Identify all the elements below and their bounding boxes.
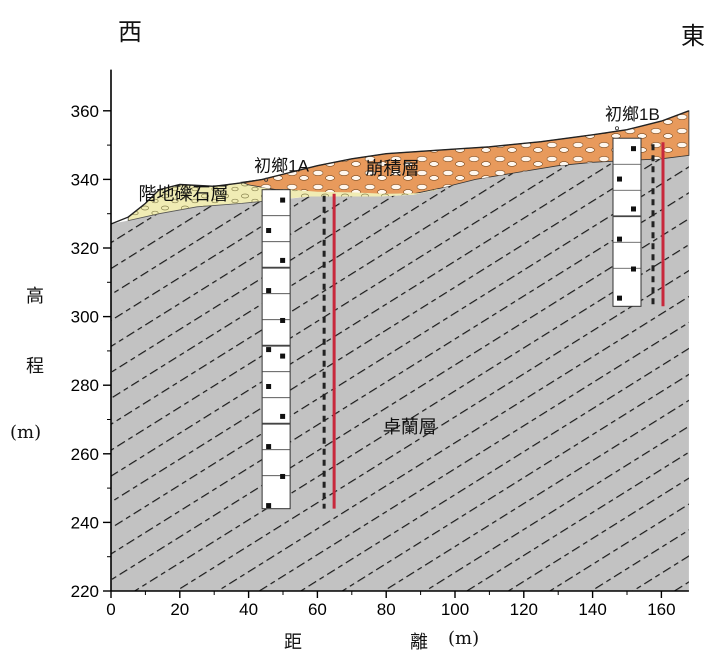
y-axis-label-1: 高 [26,286,44,307]
core-mark [266,444,272,450]
west-label: 西 [118,18,142,46]
y-tick-label: 320 [71,239,99,258]
x-axis-label-1: 距 [284,632,302,653]
y-tick-label: 340 [71,170,99,189]
core-mark [280,353,286,359]
colluvium-texture [241,110,689,195]
core-mark [266,347,272,353]
x-tick-label: 0 [106,600,115,619]
core-mark [631,146,636,152]
core-mark [631,266,636,272]
x-tick-label: 160 [647,600,675,619]
x-tick-label: 60 [308,600,327,619]
core-mark [617,295,622,301]
borehole-marker [615,126,620,131]
core-mark [266,228,272,234]
x-tick-label: 120 [510,600,538,619]
gravel-band-texture [283,189,438,199]
x-tick-label: 20 [170,600,189,619]
boreholes: 初鄉1A 初鄉1B [254,105,665,510]
core-mark [266,503,272,509]
terrace-layer-label: 階地礫石層 [139,184,229,204]
borehole-marker [264,177,269,182]
core-mark [280,317,286,323]
core-mark [617,236,622,242]
core-mark [631,206,636,212]
colluvium-layer-label: 崩積層 [366,158,420,178]
core-mark [280,197,286,203]
y-axis-label-2: 程 [26,356,44,377]
core-mark [280,257,286,263]
x-tick-label: 140 [578,600,606,619]
east-label: 東 [681,22,705,50]
y-tick-label: 280 [71,376,99,395]
core-mark [280,473,286,479]
core-mark [617,176,622,182]
core-mark [266,384,272,390]
x-axis-label-3: (m) [448,628,480,649]
x-axis-label-2: 離 [410,632,428,653]
x-tick-label: 100 [441,600,469,619]
geology-layers [110,110,690,591]
borehole-column [612,137,642,307]
bedrock-layer-label: 卓蘭層 [383,417,437,437]
borehole-2: 初鄉1B [605,105,665,307]
y-axis-label-3: (m) [10,422,42,443]
borehole-1: 初鄉1A [254,157,336,510]
axes: 220 240 260 280 300 320 340 360 0 20 40 60 80 100 120 1… [71,69,689,619]
borehole-name: 初鄉1A [254,157,309,176]
borehole-name: 初鄉1B [605,105,660,124]
x-tick-label: 40 [239,600,258,619]
bedrock-hatch [111,155,689,591]
x-tick-label: 80 [377,600,396,619]
y-tick-label: 240 [71,513,99,532]
core-mark [266,288,272,294]
y-tick-label: 260 [71,445,99,464]
core-mark [280,413,286,419]
y-tick-label: 220 [71,582,99,601]
ground-surface-line [110,110,690,225]
y-tick-label: 360 [71,102,99,121]
terrace-gravel-texture [128,174,283,221]
y-tick-label: 300 [71,308,99,327]
